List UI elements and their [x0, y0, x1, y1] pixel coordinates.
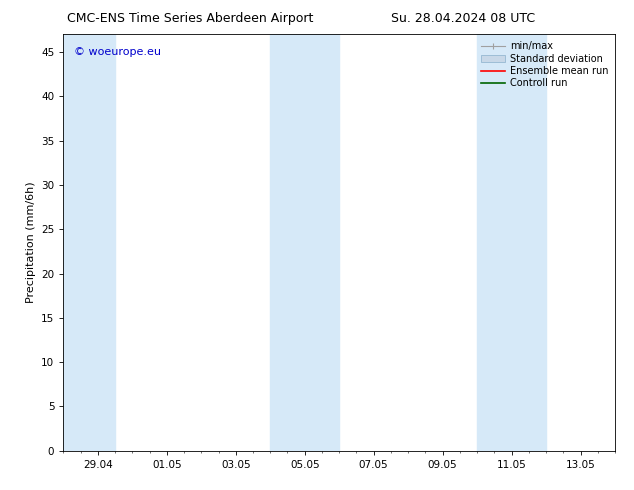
- Bar: [270, 34, 339, 451]
- Text: © woeurope.eu: © woeurope.eu: [74, 47, 162, 57]
- Text: Su. 28.04.2024 08 UTC: Su. 28.04.2024 08 UTC: [391, 12, 535, 25]
- Y-axis label: Precipitation (mm/6h): Precipitation (mm/6h): [25, 182, 36, 303]
- Text: CMC-ENS Time Series Aberdeen Airport: CMC-ENS Time Series Aberdeen Airport: [67, 12, 313, 25]
- Bar: [477, 34, 546, 451]
- Bar: [63, 34, 115, 451]
- Legend: min/max, Standard deviation, Ensemble mean run, Controll run: min/max, Standard deviation, Ensemble me…: [479, 39, 610, 90]
